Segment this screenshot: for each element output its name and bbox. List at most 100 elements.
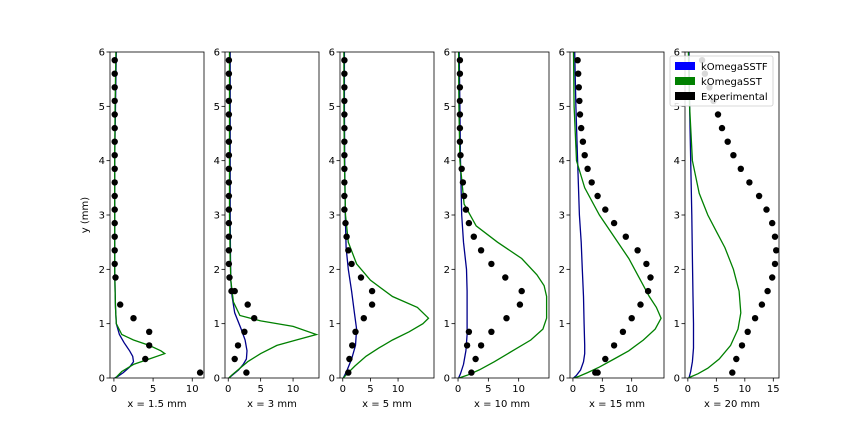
y-tick-label: 3 xyxy=(444,211,450,222)
experimental-point xyxy=(111,111,118,118)
experimental-point xyxy=(146,328,153,335)
experimental-point xyxy=(602,206,609,213)
experimental-point xyxy=(463,342,471,349)
y-tick-label: 0 xyxy=(444,374,450,385)
experimental-point xyxy=(488,328,495,335)
experimental-point xyxy=(576,111,584,118)
experimental-point xyxy=(769,274,776,281)
y-tick-label: 3 xyxy=(99,211,105,222)
experimental-point xyxy=(644,287,652,295)
experimental-point xyxy=(470,233,477,240)
experimental-point xyxy=(341,97,348,105)
experimental-point xyxy=(456,111,464,118)
legend-swatch xyxy=(675,77,695,85)
y-tick-label: 5 xyxy=(329,102,335,113)
y-tick-label: 6 xyxy=(214,48,220,59)
experimental-point xyxy=(196,369,204,376)
legend: kOmegaSSTF kOmegaSST Experimental xyxy=(669,55,774,107)
subplot-5: 0 1 2 3 4 5 6 0 5 10 x = 15 mm xyxy=(559,48,665,410)
experimental-point xyxy=(225,152,233,159)
legend-label: kOmegaSSTF xyxy=(701,62,768,73)
experimental-point xyxy=(146,342,153,349)
experimental-point xyxy=(111,70,118,77)
experimental-point xyxy=(619,328,627,335)
x-axis-label: x = 3 mm xyxy=(247,399,297,410)
experimental-point xyxy=(341,70,348,77)
experimental-point xyxy=(341,124,348,132)
subplot-2: 0 1 2 3 4 5 6 0 5 10 x = 3 mm xyxy=(214,48,320,410)
y-tick-label: 0 xyxy=(99,374,105,385)
y-tick-label: 3 xyxy=(329,211,335,222)
axes-frame xyxy=(224,51,320,379)
experimental-point xyxy=(111,233,118,240)
experimental-point xyxy=(341,84,348,91)
experimental-point xyxy=(460,192,468,200)
experimental-point xyxy=(231,287,238,295)
experimental-point xyxy=(488,260,495,268)
experimental-point xyxy=(241,328,248,335)
series-line-kOmegaSST xyxy=(687,52,742,378)
series-line-kOmegaSST xyxy=(228,52,319,378)
y-tick-label: 2 xyxy=(444,265,450,276)
axes-frame xyxy=(339,51,435,379)
experimental-point xyxy=(341,165,348,172)
axes-frame xyxy=(454,51,550,379)
experimental-point xyxy=(468,369,475,376)
experimental-point xyxy=(729,369,736,376)
legend-box xyxy=(669,55,774,107)
experimental-point xyxy=(360,315,367,322)
experimental-point xyxy=(225,57,233,64)
experimental-point xyxy=(341,206,348,213)
experimental-point xyxy=(111,219,118,227)
y-tick-label: 0 xyxy=(674,374,680,385)
experimental-point xyxy=(458,165,465,172)
y-tick-label: 6 xyxy=(444,48,450,59)
experimental-point xyxy=(111,247,118,254)
experimental-point xyxy=(465,219,473,227)
x-tick-label: 0 xyxy=(225,384,231,395)
x-axis-label: x = 20 mm xyxy=(704,399,760,410)
experimental-point xyxy=(342,219,349,227)
experimental-point xyxy=(477,342,485,349)
y-tick-label: 4 xyxy=(559,156,565,167)
experimental-point xyxy=(581,152,588,159)
y-tick-label: 2 xyxy=(99,265,105,276)
experimental-point xyxy=(346,355,353,363)
experimental-point xyxy=(579,138,587,145)
experimental-point xyxy=(243,369,250,376)
x-tick-label: 10 xyxy=(625,384,638,395)
y-tick-label: 1 xyxy=(559,319,565,330)
experimental-point xyxy=(341,111,348,118)
experimental-point xyxy=(111,84,118,91)
x-tick-label: 10 xyxy=(287,384,300,395)
experimental-point xyxy=(746,179,753,186)
legend-swatch xyxy=(675,62,695,70)
experimental-point xyxy=(251,315,258,322)
experimental-point xyxy=(730,152,737,159)
experimental-point xyxy=(574,57,581,64)
y-tick-label: 1 xyxy=(99,319,105,330)
y-tick-label: 4 xyxy=(214,156,220,167)
x-tick-label: 0 xyxy=(111,384,117,395)
experimental-point xyxy=(348,260,355,268)
y-tick-label: 5 xyxy=(444,102,450,113)
experimental-point xyxy=(584,165,591,172)
experimental-point xyxy=(225,70,233,77)
experimental-point xyxy=(465,328,473,335)
series-line-kOmegaSSTF xyxy=(688,52,695,378)
experimental-point xyxy=(643,260,650,268)
experimental-point xyxy=(751,315,759,322)
y-tick-label: 1 xyxy=(674,319,680,330)
x-axis-label: x = 15 mm xyxy=(589,399,645,410)
experimental-point xyxy=(456,138,464,145)
x-tick-label: 5 xyxy=(150,384,156,395)
y-tick-label: 6 xyxy=(99,48,105,59)
experimental-point xyxy=(341,152,348,159)
experimental-point xyxy=(472,355,479,363)
series-line-kOmegaSSTF xyxy=(573,52,586,378)
experimental-point xyxy=(117,301,124,308)
experimental-point xyxy=(234,342,242,349)
experimental-point xyxy=(634,247,641,254)
experimental-point xyxy=(225,219,233,227)
experimental-point xyxy=(763,206,770,213)
